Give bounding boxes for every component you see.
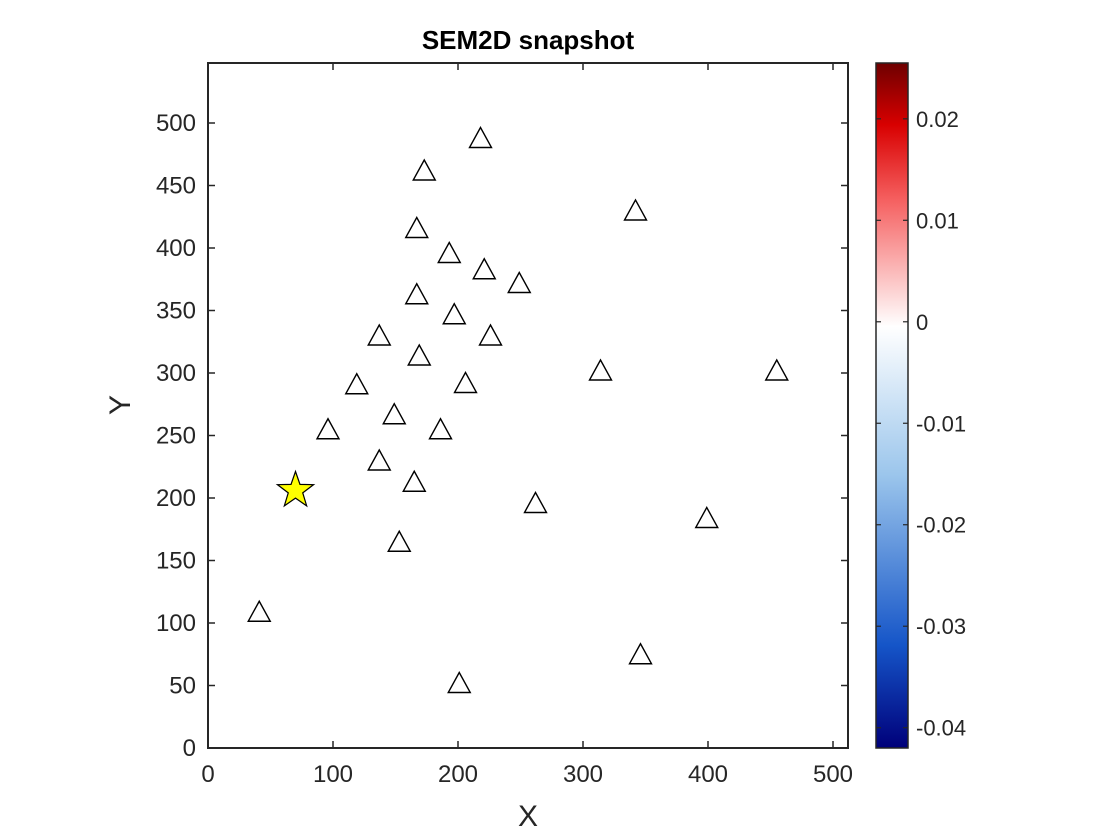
station-triangle xyxy=(404,282,429,305)
station-triangle xyxy=(402,469,427,492)
station-triangle xyxy=(628,642,653,665)
y-tick-label: 200 xyxy=(156,485,196,512)
y-tick-label: 250 xyxy=(156,423,196,450)
colorbar-tick-label: -0.01 xyxy=(916,411,966,436)
y-axis-label: Y xyxy=(104,395,137,415)
station-triangle xyxy=(367,448,392,471)
station-triangle xyxy=(428,417,453,440)
colorbar xyxy=(875,62,909,749)
colorbar-tick-label: -0.04 xyxy=(916,716,966,741)
station-triangle xyxy=(694,506,719,529)
y-tick-label: 500 xyxy=(156,110,196,137)
y-tick-label: 100 xyxy=(156,610,196,637)
y-tick-label: 300 xyxy=(156,360,196,387)
y-axis: 0 50 100 150 200 250 300 350 400 450 500 xyxy=(156,110,848,762)
station-markers xyxy=(247,126,789,694)
x-tick-label: 500 xyxy=(813,761,853,788)
station-triangle xyxy=(472,257,497,280)
colorbar-tick-label: -0.02 xyxy=(916,513,966,538)
y-tick-label: 450 xyxy=(156,173,196,200)
station-triangle xyxy=(453,371,478,394)
station-triangle xyxy=(412,158,437,181)
y-tick-label: 0 xyxy=(183,735,196,762)
station-triangle xyxy=(468,126,493,149)
colorbar-tick-label: 0.01 xyxy=(916,208,959,233)
y-tick-label: 150 xyxy=(156,548,196,575)
station-triangle xyxy=(437,241,462,264)
colorbar-gradient xyxy=(875,62,909,749)
colorbar-tick-label: -0.03 xyxy=(916,614,966,639)
station-triangle xyxy=(367,323,392,346)
station-triangle xyxy=(478,323,503,346)
station-triangle xyxy=(344,372,369,395)
x-axis: 0 100 200 300 400 500 xyxy=(201,63,853,788)
chart-title: SEM2D snapshot xyxy=(422,25,635,55)
station-triangle xyxy=(447,671,472,694)
y-tick-label: 50 xyxy=(169,673,196,700)
colorbar-tick-label: 0 xyxy=(916,310,928,335)
y-tick-label: 350 xyxy=(156,298,196,325)
colorbar-tick-label: 0.02 xyxy=(916,107,959,132)
y-tick-label: 400 xyxy=(156,235,196,262)
station-triangle xyxy=(315,417,341,440)
station-triangle xyxy=(387,529,412,552)
colorbar-ticks: 0.02 0.01 0 -0.01 -0.02 -0.03 -0.04 xyxy=(876,107,966,741)
source-marker-group xyxy=(275,469,316,508)
x-tick-label: 100 xyxy=(313,761,353,788)
station-triangle xyxy=(588,358,613,381)
source-star xyxy=(275,469,316,508)
plot-frame xyxy=(207,62,849,749)
x-tick-label: 300 xyxy=(563,761,603,788)
station-triangle xyxy=(523,491,548,514)
station-triangle xyxy=(407,343,432,366)
station-triangle xyxy=(404,216,429,239)
station-triangle xyxy=(442,302,467,325)
x-axis-label: X xyxy=(518,800,538,833)
station-triangle xyxy=(507,271,532,294)
plot-area xyxy=(207,62,849,749)
station-triangle xyxy=(764,358,789,381)
x-tick-label: 200 xyxy=(438,761,478,788)
station-triangle xyxy=(247,599,272,622)
x-tick-label: 0 xyxy=(201,761,214,788)
x-tick-label: 400 xyxy=(688,761,728,788)
station-triangle xyxy=(382,402,407,425)
station-triangle xyxy=(623,198,648,221)
